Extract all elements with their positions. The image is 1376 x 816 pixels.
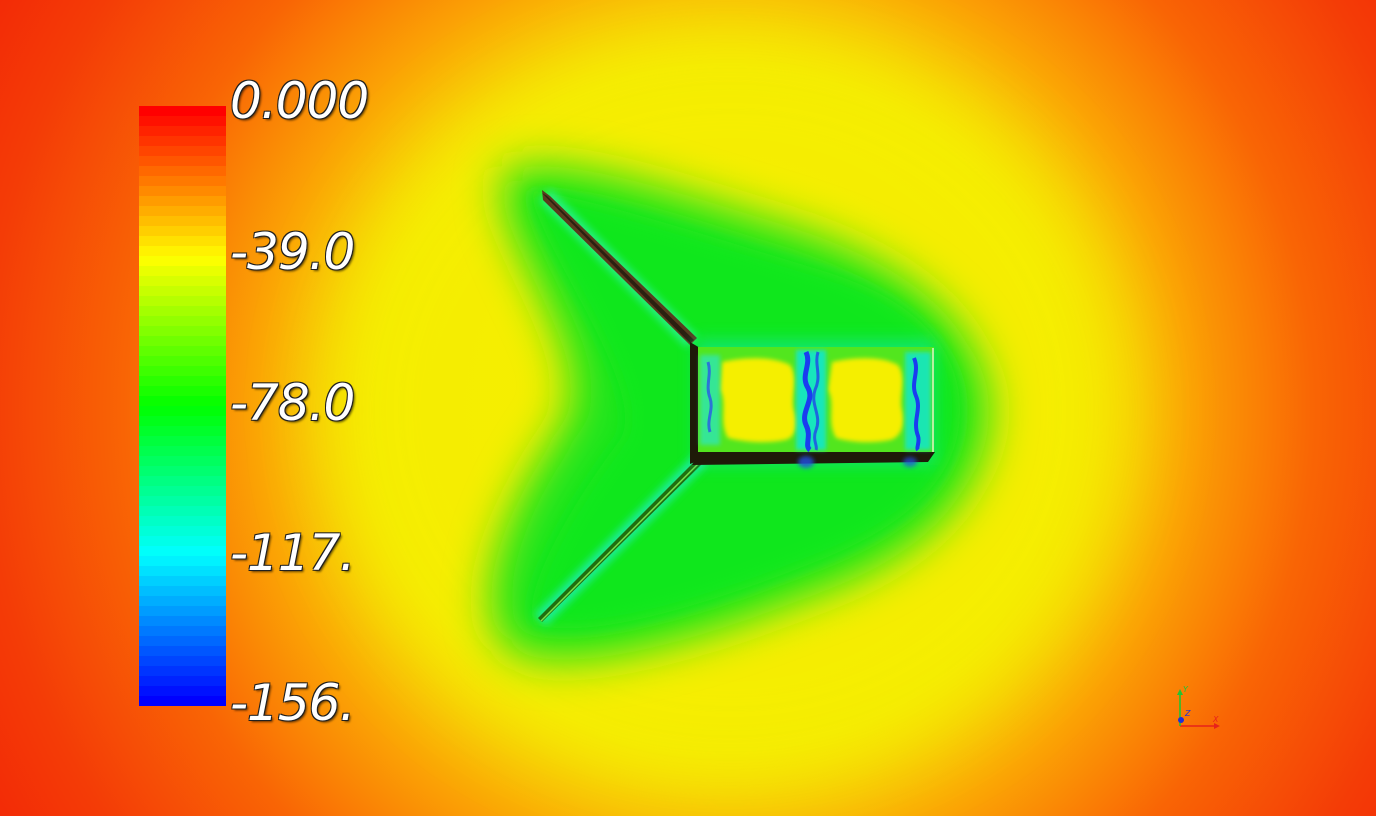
scalar-bar-band bbox=[139, 506, 226, 517]
lower-arm-edge bbox=[540, 455, 707, 622]
scalar-bar-band bbox=[139, 176, 226, 187]
scalar-bar-band bbox=[139, 306, 226, 317]
y-axis-label: Y bbox=[1183, 685, 1189, 694]
x-axis-arrow bbox=[1214, 723, 1220, 729]
scalar-bar-band bbox=[139, 416, 226, 427]
scalar-bar-band bbox=[139, 346, 226, 357]
scalar-bar-band bbox=[139, 216, 226, 227]
scalar-bar-label-2: -39.0 bbox=[230, 223, 355, 281]
scalar-bar-band bbox=[139, 436, 226, 447]
scalar-bar-band bbox=[139, 186, 226, 197]
scalar-bar-band bbox=[139, 286, 226, 297]
scalar-bar-band bbox=[139, 116, 226, 127]
orientation-axes: X Y Z bbox=[1177, 685, 1220, 729]
scalar-bar-band bbox=[139, 446, 226, 457]
scalar-bar-band bbox=[139, 196, 226, 207]
scalar-bar-band bbox=[139, 476, 226, 487]
lower-spot-right bbox=[903, 457, 917, 467]
scalar-bar-band bbox=[139, 166, 226, 177]
upper-arm-beam-face bbox=[542, 193, 694, 343]
scalar-bar[interactable] bbox=[139, 106, 226, 706]
scalar-bar-band bbox=[139, 326, 226, 337]
left-edge-band bbox=[706, 361, 713, 433]
scalar-bar-band bbox=[139, 336, 226, 347]
scalar-bar-band bbox=[139, 376, 226, 387]
z-axis-marker bbox=[1178, 717, 1184, 723]
scalar-bar-band bbox=[139, 566, 226, 577]
scalar-bar-band bbox=[139, 606, 226, 617]
scalar-bar-band bbox=[139, 516, 226, 527]
scalar-bar-label-min: -156. bbox=[230, 674, 355, 732]
scalar-bar-band bbox=[139, 676, 226, 687]
scalar-bar-band bbox=[139, 576, 226, 587]
scalar-bar-band bbox=[139, 636, 226, 647]
scalar-bar-band bbox=[139, 536, 226, 547]
scalar-bar-band bbox=[139, 276, 226, 287]
body-bottom-side bbox=[692, 452, 935, 465]
y-axis-arrow bbox=[1177, 689, 1183, 695]
scalar-bar-band bbox=[139, 656, 226, 667]
scalar-bar-band bbox=[139, 406, 226, 417]
scalar-bar-band bbox=[139, 626, 226, 637]
scalar-bar-band bbox=[139, 616, 226, 627]
scalar-bar-band bbox=[139, 496, 226, 507]
lower-spot-center bbox=[798, 456, 814, 468]
scalar-bar-band bbox=[139, 366, 226, 377]
scalar-bar-band bbox=[139, 696, 226, 706]
right-hot-region bbox=[828, 358, 904, 443]
scalar-bar-band bbox=[139, 246, 226, 257]
scalar-bar-band bbox=[139, 586, 226, 597]
scalar-bar-band bbox=[139, 256, 226, 267]
scalar-bar-band bbox=[139, 546, 226, 557]
scalar-bar-gradient bbox=[139, 106, 226, 706]
scalar-bar-label-3: -78.0 bbox=[230, 374, 355, 432]
scalar-bar-band bbox=[139, 206, 226, 217]
scalar-bar-band bbox=[139, 316, 226, 327]
center-band-2 bbox=[812, 351, 820, 451]
scalar-bar-band bbox=[139, 106, 226, 117]
scalar-bar-band bbox=[139, 486, 226, 497]
scalar-bar-band bbox=[139, 236, 226, 247]
left-hot-region bbox=[720, 358, 797, 443]
scalar-bar-band bbox=[139, 686, 226, 697]
scalar-bar-label-max: 0.000 bbox=[230, 72, 369, 130]
scalar-bar-band bbox=[139, 146, 226, 157]
scalar-bar-band bbox=[139, 386, 226, 397]
scalar-bar-band bbox=[139, 296, 226, 307]
scalar-bar-band bbox=[139, 396, 226, 407]
body-left-side bbox=[690, 342, 700, 464]
lower-arm-beam bbox=[538, 453, 708, 622]
scalar-bar-band bbox=[139, 666, 226, 677]
scalar-bar-label-4: -117. bbox=[230, 524, 355, 582]
right-edge-band bbox=[912, 357, 921, 452]
scalar-bar-band bbox=[139, 646, 226, 657]
scalar-bar-band bbox=[139, 356, 226, 367]
scalar-bar-band bbox=[139, 126, 226, 137]
z-axis-label: Z bbox=[1184, 709, 1191, 718]
scalar-bar-band bbox=[139, 456, 226, 467]
center-band bbox=[802, 350, 813, 453]
scalar-bar-band bbox=[139, 466, 226, 477]
scalar-bar-band bbox=[139, 226, 226, 237]
x-axis-label: X bbox=[1212, 715, 1219, 724]
scalar-bar-band bbox=[139, 526, 226, 537]
scalar-bar-band bbox=[139, 426, 226, 437]
scalar-bar-band bbox=[139, 266, 226, 277]
scalar-bar-band bbox=[139, 136, 226, 147]
scalar-bar-band bbox=[139, 156, 226, 167]
scalar-bar-band bbox=[139, 596, 226, 607]
scalar-bar-band bbox=[139, 556, 226, 567]
